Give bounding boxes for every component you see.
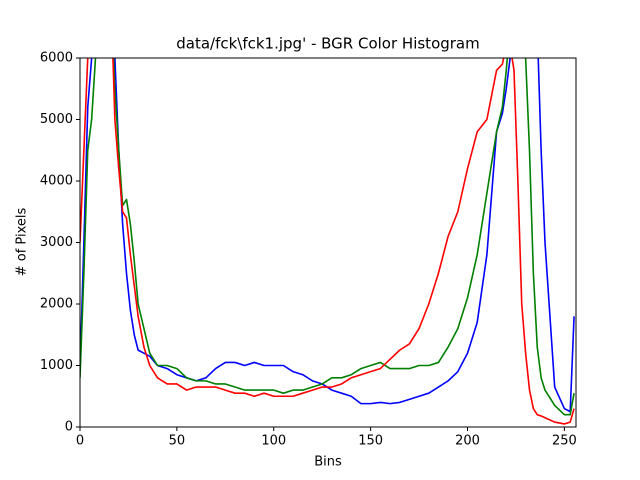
series-line [80,58,575,416]
plot-area [80,58,575,425]
x-axis-label: Bins [314,455,342,470]
y-tick-label: 3000 [40,235,73,250]
x-tick-label: 50 [169,434,186,449]
x-tick-label: 150 [358,434,383,449]
y-tick-label: 0 [65,420,73,435]
y-tick-label: 4000 [40,174,73,189]
series-line [80,58,575,413]
series-line [80,58,575,425]
x-tick-label: 200 [455,434,480,449]
y-tick-label: 2000 [40,297,73,312]
y-axis-label: # of Pixels [15,208,30,277]
y-tick-label: 5000 [40,112,73,127]
chart-title: data/fck\fck1.jpg' - BGR Color Histogram [176,35,480,53]
y-tick-label: 6000 [40,51,73,66]
x-tick-label: 250 [552,434,577,449]
x-tick-label: 100 [261,434,286,449]
x-tick-label: 0 [76,434,84,449]
y-tick-label: 1000 [40,358,73,373]
